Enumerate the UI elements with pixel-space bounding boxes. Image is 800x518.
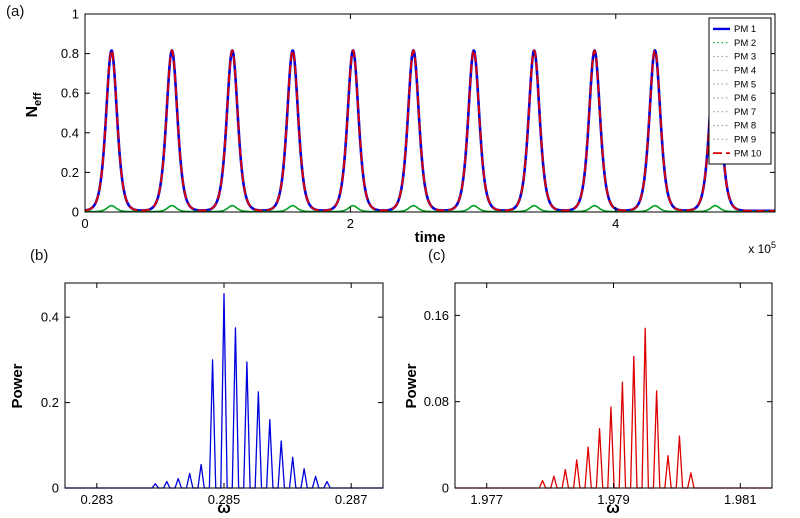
svg-text:0.283: 0.283 — [81, 492, 114, 507]
svg-text:0.6: 0.6 — [61, 86, 79, 101]
chart-a-xlabel: time — [414, 229, 446, 246]
svg-text:1.979: 1.979 — [597, 492, 630, 507]
chart-c-canvas: 1.977 1.979 1.981 0 0.08 0.16 — [424, 282, 773, 507]
panel-label-b: (b) — [30, 247, 49, 264]
svg-text:0: 0 — [72, 205, 79, 220]
svg-text:0.2: 0.2 — [41, 395, 59, 410]
chart-b-ylabel: Power — [8, 363, 26, 409]
panel-label-a: (a) — [6, 3, 25, 20]
svg-text:2: 2 — [347, 216, 354, 231]
chart-a-axis-multiplier: x 105 — [748, 240, 776, 256]
svg-text:0: 0 — [442, 481, 449, 496]
chart-a-canvas: 0 2 4 0 0.2 0.4 0.6 0.8 1 PM 1 PM 2 PM 3 PM 4 PM 5 PM … — [61, 7, 776, 231]
chart-a-axis-multiplier-prefix: x 10 — [748, 242, 771, 256]
svg-text:PM 2: PM 2 — [734, 38, 756, 49]
svg-text:0.16: 0.16 — [424, 308, 449, 323]
svg-text:PM 9: PM 9 — [734, 135, 756, 146]
svg-text:PM 3: PM 3 — [734, 52, 756, 63]
svg-text:PM 5: PM 5 — [734, 79, 756, 90]
svg-text:0.285: 0.285 — [208, 492, 241, 507]
svg-text:PM 10: PM 10 — [734, 148, 761, 159]
svg-text:4: 4 — [612, 216, 619, 231]
panel-label-c: (c) — [428, 247, 446, 264]
svg-text:PM 6: PM 6 — [734, 93, 756, 104]
chart-c-xlabel: ω — [606, 500, 620, 517]
svg-text:1: 1 — [72, 7, 79, 22]
svg-text:0: 0 — [81, 216, 88, 231]
svg-text:1.977: 1.977 — [470, 492, 503, 507]
svg-text:0.287: 0.287 — [335, 492, 368, 507]
chart-c-ylabel: Power — [402, 363, 420, 409]
svg-text:0.4: 0.4 — [41, 310, 59, 325]
svg-text:0.4: 0.4 — [61, 125, 79, 140]
chart-a-ylabel-sub: eff — [32, 92, 45, 106]
svg-text:0: 0 — [52, 481, 59, 496]
svg-text:PM 4: PM 4 — [734, 66, 756, 77]
svg-text:0.08: 0.08 — [424, 394, 449, 409]
svg-text:PM 8: PM 8 — [734, 121, 756, 132]
svg-text:0.8: 0.8 — [61, 46, 79, 61]
svg-text:PM 7: PM 7 — [734, 107, 756, 118]
svg-text:0.2: 0.2 — [61, 165, 79, 180]
chart-b-canvas: 0.283 0.285 0.287 0 0.2 0.4 — [41, 282, 384, 507]
chart-a-ylabel-main: N — [23, 105, 41, 118]
svg-text:1.981: 1.981 — [724, 492, 757, 507]
chart-b-xlabel: ω — [217, 500, 231, 517]
svg-text:PM 1: PM 1 — [734, 24, 756, 35]
chart-a-axis-multiplier-exponent: 5 — [770, 240, 776, 250]
chart-a-ylabel: Neff — [24, 92, 44, 117]
